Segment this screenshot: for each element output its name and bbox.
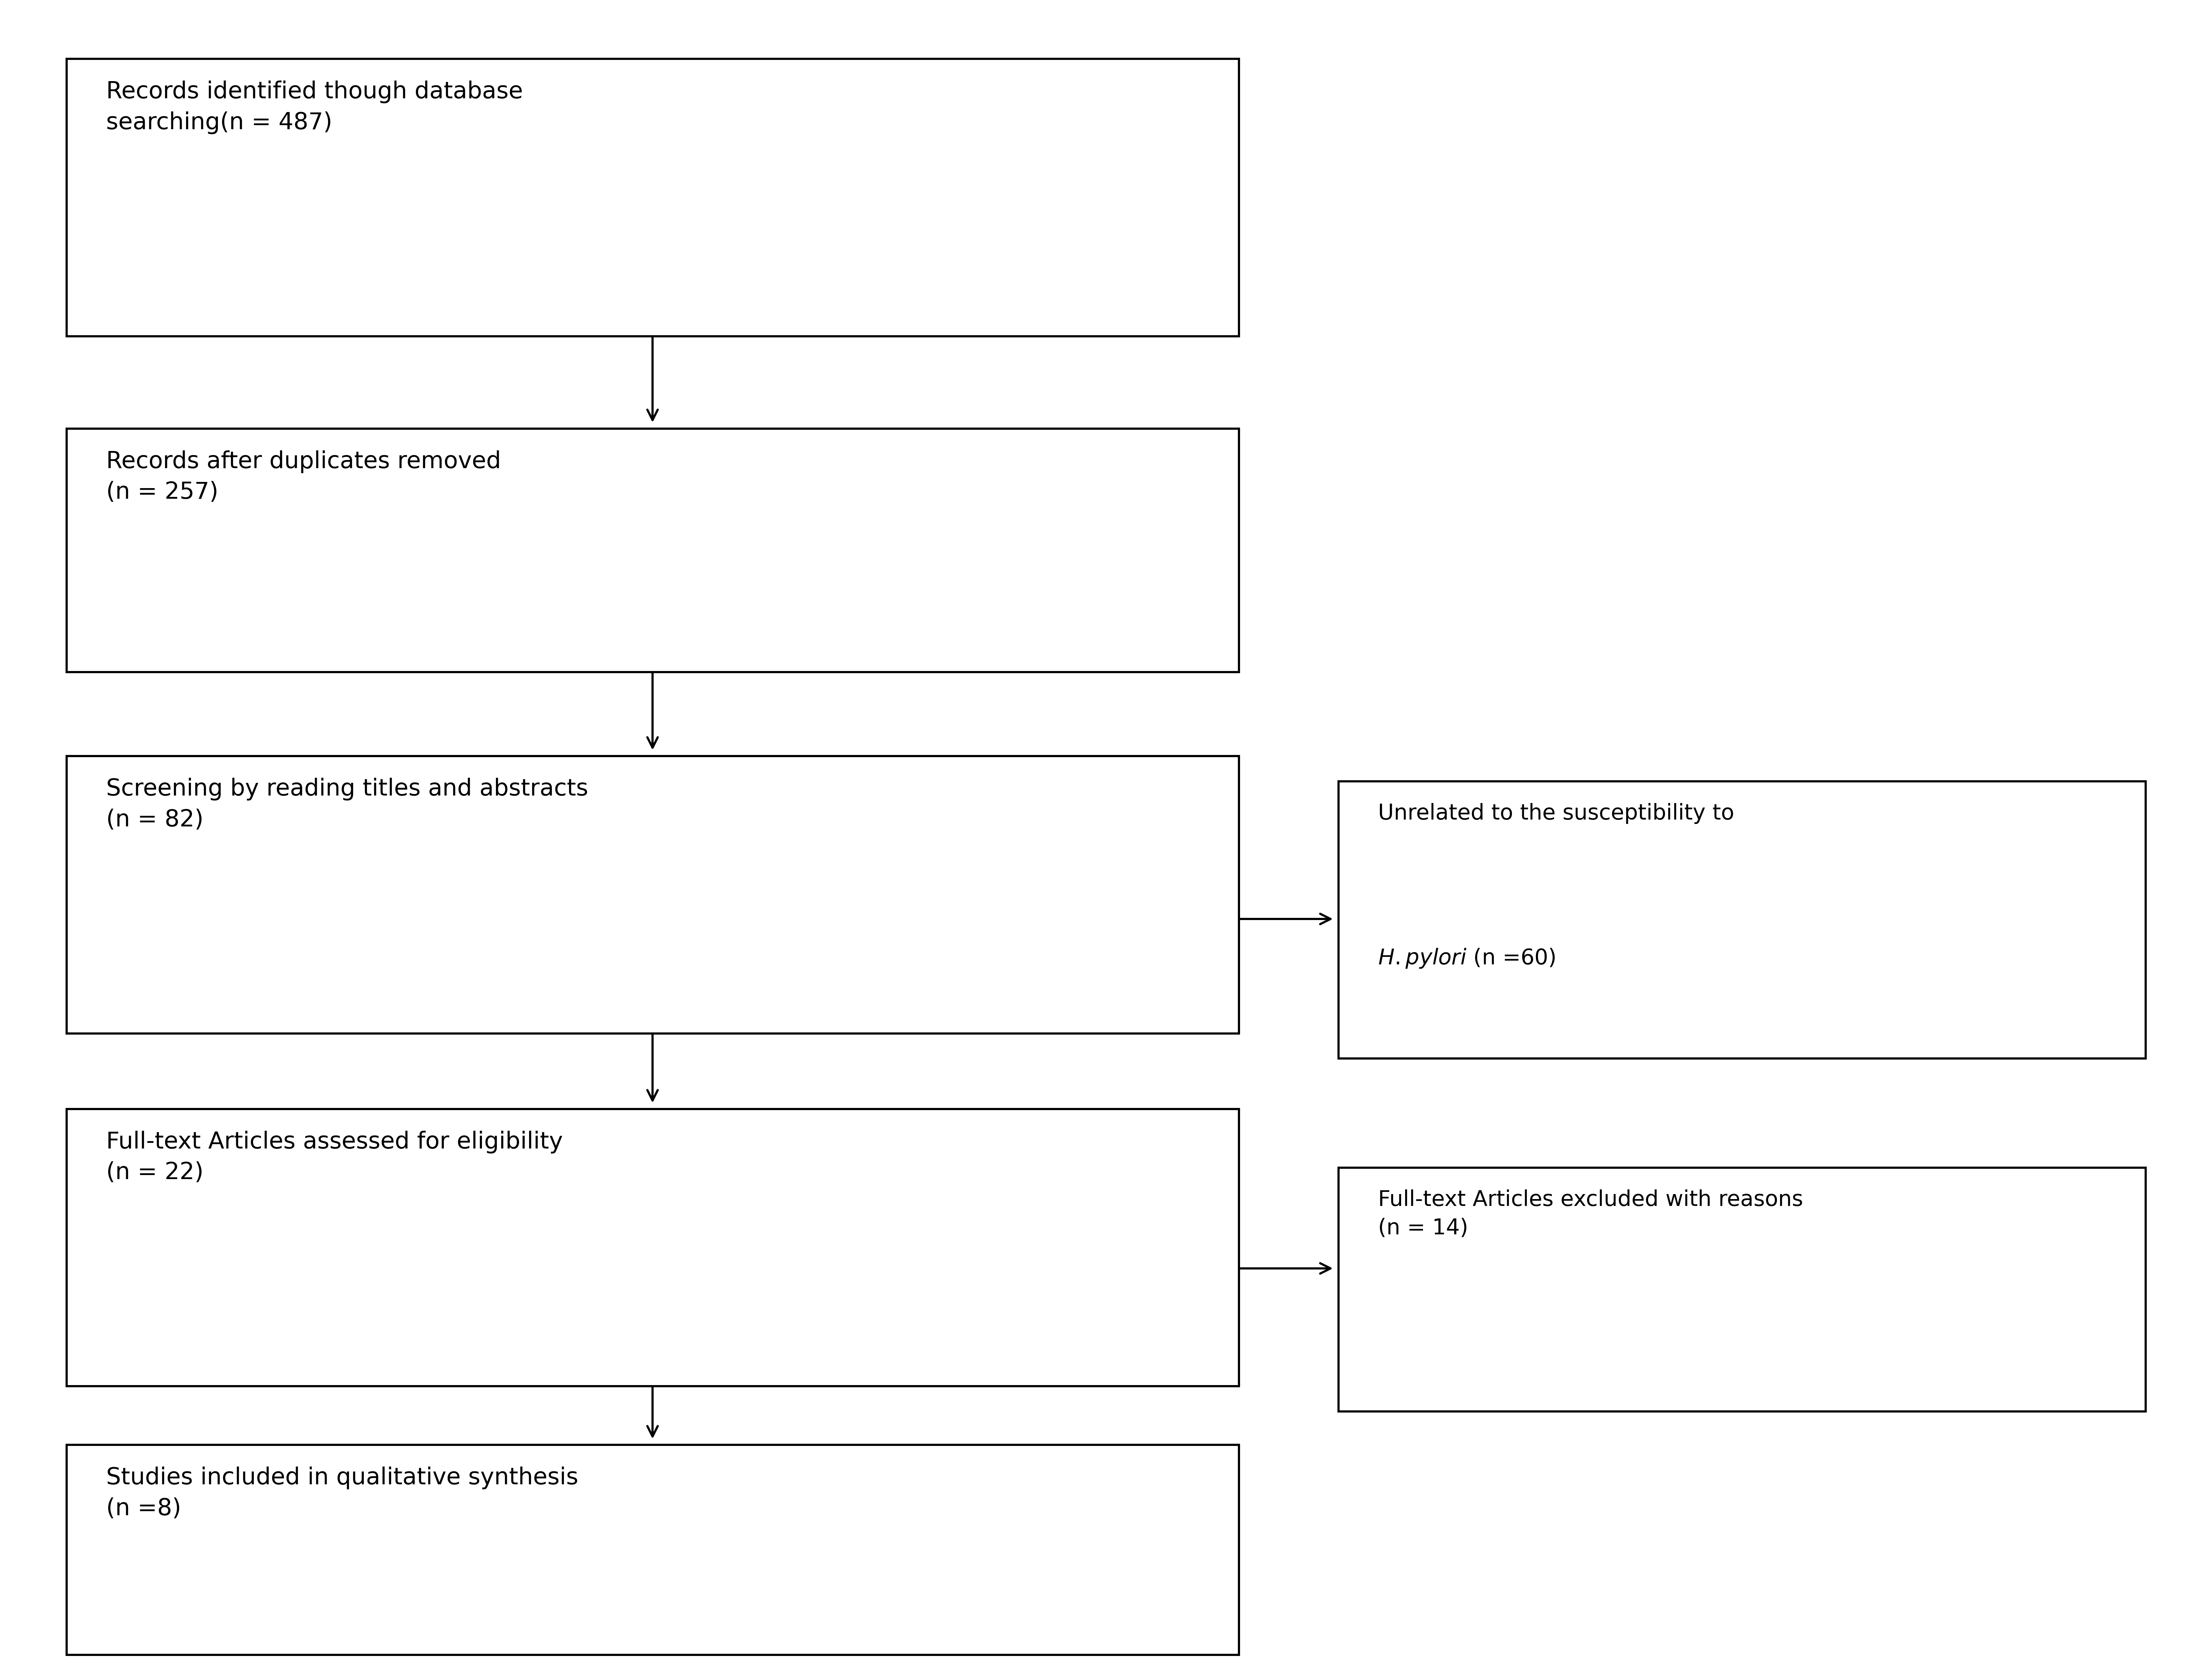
- FancyBboxPatch shape: [1338, 1168, 2146, 1411]
- Text: Full-text Articles excluded with reasons
(n = 14): Full-text Articles excluded with reasons…: [1378, 1189, 1803, 1238]
- Text: Records identified though database
searching(n = 487): Records identified though database searc…: [106, 81, 522, 134]
- Text: Records after duplicates removed
(n = 257): Records after duplicates removed (n = 25…: [106, 450, 502, 504]
- FancyBboxPatch shape: [66, 1445, 1239, 1655]
- Text: Screening by reading titles and abstracts
(n = 82): Screening by reading titles and abstract…: [106, 778, 588, 832]
- Text: Unrelated to the susceptibility to: Unrelated to the susceptibility to: [1378, 803, 1734, 823]
- Text: Full-text Articles assessed for eligibility
(n = 22): Full-text Articles assessed for eligibil…: [106, 1131, 564, 1184]
- FancyBboxPatch shape: [1338, 781, 2146, 1058]
- FancyBboxPatch shape: [66, 1109, 1239, 1386]
- Text: Studies included in qualitative synthesis
(n =8): Studies included in qualitative synthesi…: [106, 1467, 577, 1520]
- FancyBboxPatch shape: [66, 59, 1239, 336]
- FancyBboxPatch shape: [66, 428, 1239, 672]
- Text: $\it{H.pylori}$ (n =60): $\it{H.pylori}$ (n =60): [1378, 948, 1555, 969]
- FancyBboxPatch shape: [66, 756, 1239, 1033]
